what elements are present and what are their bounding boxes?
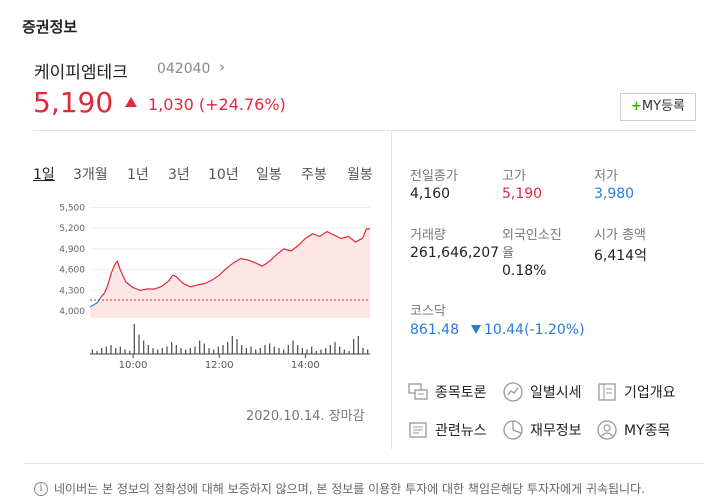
- foreign-ratio-label-line1: 외국인소진: [502, 228, 562, 243]
- kosdaq-change: 10.44(-1.20%): [471, 322, 585, 338]
- link-my-stocks[interactable]: MY종목: [596, 419, 670, 441]
- link-company-overview-label: 기업개요: [624, 385, 676, 401]
- market-date-status: 2020.10.14. 장마감: [246, 409, 365, 424]
- high-value: 5,190: [502, 186, 543, 202]
- link-daily-price[interactable]: 일별시세: [502, 381, 582, 403]
- prev-close-label: 전일종가: [410, 169, 458, 184]
- kosdaq-value: 861.48: [410, 322, 459, 338]
- y-tick-label: 4,900: [59, 245, 85, 255]
- low-label: 저가: [594, 169, 618, 184]
- disclaimer-text: 네이버는 본 정보의 정확성에 대해 보증하지 않으며, 본 정보를 이용한 투…: [54, 482, 645, 496]
- my-register-button[interactable]: +MY등록: [620, 93, 696, 121]
- tab-monthly[interactable]: 월봉: [347, 167, 373, 183]
- prev-close-value: 4,160: [410, 186, 451, 202]
- stock-name[interactable]: 케이피엠테크: [34, 63, 128, 83]
- tab-weekly[interactable]: 주봉: [301, 167, 327, 183]
- tab-3year[interactable]: 3년: [168, 167, 190, 183]
- link-financials[interactable]: 재무정보: [502, 419, 582, 441]
- x-tick-label: 12:00: [205, 360, 234, 371]
- high-label: 고가: [502, 169, 526, 184]
- down-arrow-icon: [471, 325, 481, 334]
- overview-icon: [598, 383, 616, 401]
- disclaimer: i 네이버는 본 정보의 정확성에 대해 보증하지 않으며, 본 정보를 이용한…: [34, 480, 645, 497]
- price-change: 1,030 (+24.76%): [148, 95, 286, 114]
- link-discussion-label: 종목토론: [435, 385, 487, 401]
- tab-3month[interactable]: 3개월: [73, 167, 108, 183]
- y-tick-label: 5,200: [59, 224, 85, 234]
- y-tick-label: 4,300: [59, 286, 85, 296]
- foreign-ratio-label-line2: 율: [502, 246, 514, 261]
- tab-1day[interactable]: 1일: [33, 167, 55, 183]
- price-line: [100, 228, 370, 298]
- link-financials-label: 재무정보: [530, 423, 582, 439]
- vertical-divider: [391, 131, 392, 449]
- y-tick-label: 4,600: [59, 266, 85, 276]
- y-tick-label: 4,000: [59, 307, 85, 317]
- section-title: 증권정보: [22, 18, 78, 36]
- user-icon: [597, 420, 617, 440]
- x-tick-label: 10:00: [119, 360, 148, 371]
- link-company-overview[interactable]: 기업개요: [596, 381, 676, 403]
- market-cap-value: 6,414억: [594, 248, 647, 264]
- link-discussion[interactable]: 종목토론: [407, 381, 487, 403]
- volume-value: 261,646,207: [410, 245, 500, 261]
- intraday-chart[interactable]: 5,500 5,200 4,900 4,600 4,300 4,000 10:00 12:0…: [52, 196, 377, 376]
- tab-10year[interactable]: 10년: [208, 167, 239, 183]
- market-cap-label: 시가 총액: [594, 228, 646, 243]
- kosdaq-label: 코스닥: [410, 304, 446, 319]
- pie-icon: [503, 420, 523, 440]
- y-tick-label: 5,500: [59, 203, 85, 213]
- x-tick-label: 14:00: [291, 360, 320, 371]
- divider: [33, 130, 696, 131]
- link-related-news-label: 관련뉴스: [435, 423, 487, 439]
- footer: i 네이버는 본 정보의 정확성에 대해 보증하지 않으며, 본 정보를 이용한…: [24, 463, 704, 503]
- link-daily-price-label: 일별시세: [530, 385, 582, 401]
- tab-daily[interactable]: 일봉: [256, 167, 282, 183]
- tab-1year[interactable]: 1년: [127, 167, 149, 183]
- my-register-label: MY등록: [641, 99, 685, 114]
- price-up-arrow-icon: [125, 97, 137, 107]
- discussion-icon: [408, 383, 428, 400]
- link-my-stocks-label: MY종목: [624, 423, 671, 439]
- price-area: [90, 228, 370, 318]
- stock-code[interactable]: 042040: [157, 61, 211, 77]
- trend-icon: [503, 382, 523, 402]
- price-line-below-reference: [89, 296, 102, 308]
- foreign-ratio-value: 0.18%: [502, 263, 547, 279]
- kosdaq-change-text: 10.44(-1.20%): [484, 322, 585, 338]
- volume-label: 거래량: [410, 228, 446, 243]
- current-price: 5,190: [33, 86, 114, 119]
- chevron-right-icon[interactable]: ›: [219, 58, 225, 76]
- plus-icon: +: [631, 99, 642, 114]
- news-icon: [409, 422, 427, 438]
- link-related-news[interactable]: 관련뉴스: [407, 419, 487, 441]
- info-icon: i: [34, 481, 48, 496]
- low-value: 3,980: [594, 186, 635, 202]
